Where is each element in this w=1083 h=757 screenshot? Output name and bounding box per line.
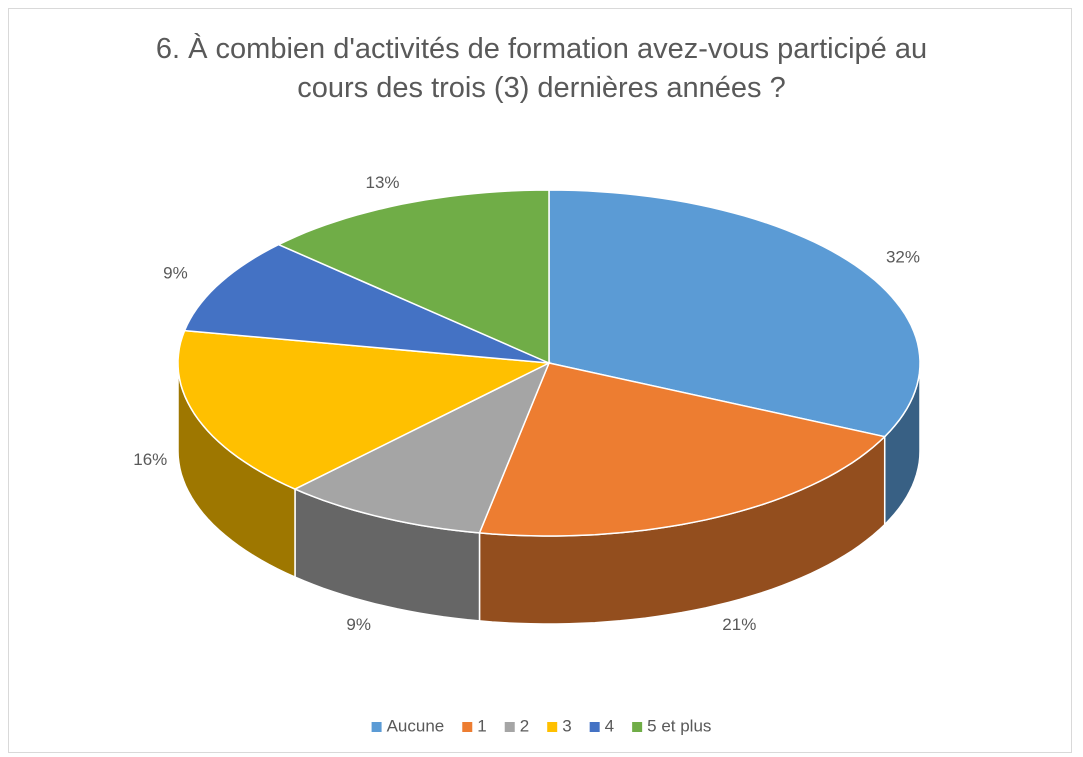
legend-label: 4 [605,716,614,735]
legend-swatch [589,722,600,732]
legend-label: 2 [520,716,529,735]
slice [478,362,887,537]
slice [276,189,550,365]
data-label: 9% [346,615,371,634]
legend-label: 3 [562,716,571,735]
data-label: 9% [163,264,188,283]
data-label: 16% [133,450,167,469]
chart-title: 6. À combien d'activités de formation av… [155,33,928,105]
chart-frame [8,8,1072,753]
data-label: 32% [886,248,920,267]
slice [183,243,550,364]
legend: Aucune 1 2 3 4 5 et plus [371,716,711,735]
data-label: 21% [722,615,756,634]
slice [177,329,552,490]
data-label: 13% [365,173,399,192]
legend-label: 1 [477,716,486,735]
legend-label: Aucune [387,716,445,735]
legend-swatch [632,722,643,732]
slice [548,189,921,438]
legend-label: 5 et plus [647,716,711,735]
legend-swatch [547,722,558,732]
legend-swatch [371,722,382,732]
slice [293,361,551,534]
legend-swatch [462,722,473,732]
legend-swatch [504,722,515,732]
